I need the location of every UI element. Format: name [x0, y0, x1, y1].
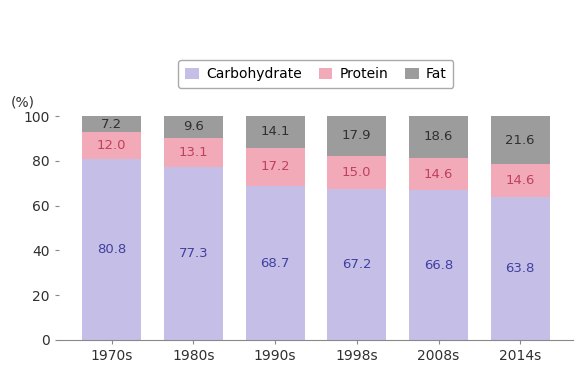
Text: 67.2: 67.2 [342, 258, 372, 271]
Legend: Carbohydrate, Protein, Fat: Carbohydrate, Protein, Fat [178, 60, 453, 88]
Text: 14.1: 14.1 [260, 125, 290, 138]
Text: 77.3: 77.3 [179, 247, 208, 260]
Text: 18.6: 18.6 [424, 130, 453, 143]
Text: 21.6: 21.6 [506, 134, 535, 147]
Text: 68.7: 68.7 [260, 257, 290, 270]
Bar [82, 116, 141, 132]
Bar [491, 164, 550, 197]
Bar [246, 186, 305, 340]
Bar [328, 189, 386, 340]
Bar [491, 197, 550, 340]
Text: 12.0: 12.0 [97, 139, 126, 152]
Bar [164, 116, 223, 138]
Text: 7.2: 7.2 [101, 118, 122, 130]
Bar [164, 138, 223, 167]
Bar [328, 116, 386, 156]
Bar [246, 147, 305, 186]
Bar [328, 156, 386, 189]
Text: 80.8: 80.8 [97, 243, 126, 256]
Bar [409, 158, 468, 191]
Text: 17.2: 17.2 [260, 160, 290, 174]
Text: 14.6: 14.6 [506, 174, 535, 187]
Bar [82, 132, 141, 159]
Text: 17.9: 17.9 [342, 129, 372, 143]
Bar [409, 191, 468, 340]
Text: 9.6: 9.6 [183, 120, 204, 133]
Text: 63.8: 63.8 [506, 262, 535, 275]
Bar [82, 159, 141, 340]
Y-axis label: (%): (%) [11, 95, 35, 109]
Text: 14.6: 14.6 [424, 167, 453, 181]
Bar [491, 116, 550, 164]
Bar [246, 116, 305, 147]
Bar [409, 116, 468, 158]
Text: 15.0: 15.0 [342, 166, 372, 179]
Text: 13.1: 13.1 [179, 146, 208, 159]
Text: 66.8: 66.8 [424, 259, 453, 272]
Bar [164, 167, 223, 340]
